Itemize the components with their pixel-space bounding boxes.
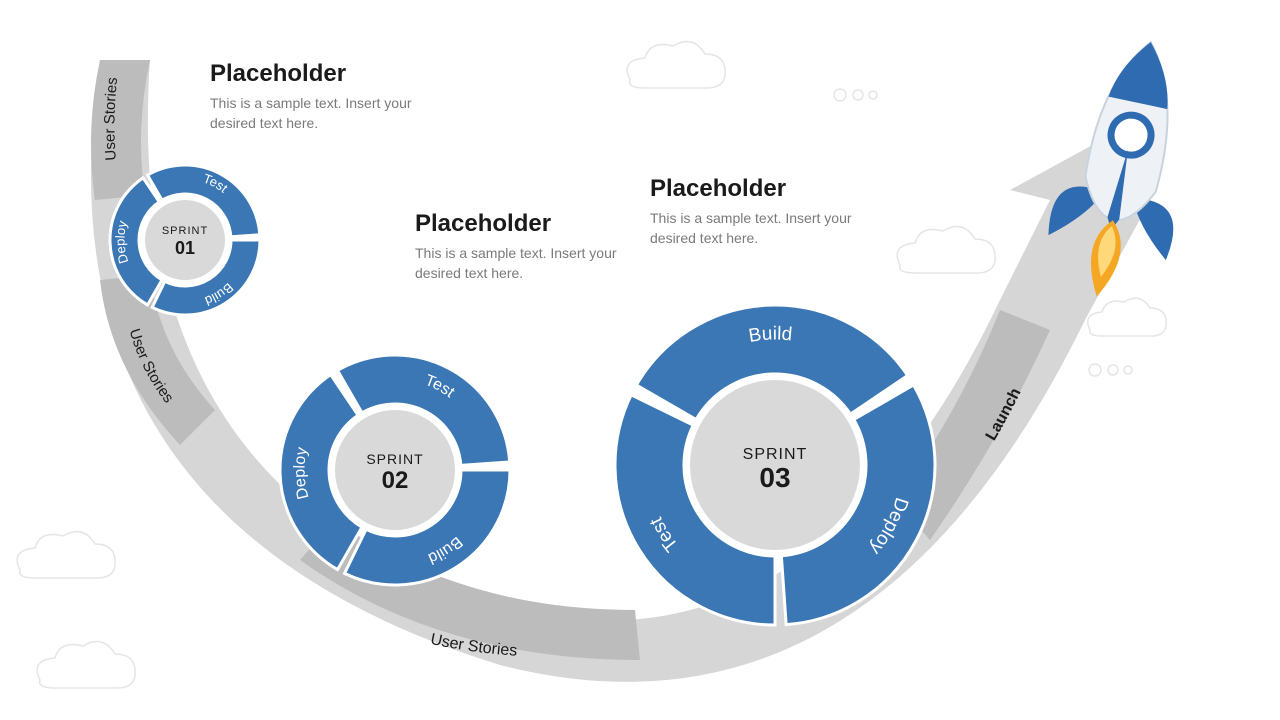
segment-label: Build xyxy=(747,323,793,346)
sprint-ring-3: BuildDeployTestSPRINT03 xyxy=(615,305,935,625)
sprint-label-top: SPRINT xyxy=(743,446,808,463)
sprint-label-num: 01 xyxy=(175,238,195,258)
placeholder-body: This is a sample text. Insert your desir… xyxy=(415,244,625,283)
placeholder-body: This is a sample text. Insert your desir… xyxy=(650,209,860,248)
path-label: User Stories xyxy=(101,76,121,161)
sprint-text-3: Placeholder This is a sample text. Inser… xyxy=(650,175,860,248)
sprint-label-num: 02 xyxy=(382,467,409,494)
placeholder-body: This is a sample text. Insert your desir… xyxy=(210,94,420,133)
flow-path xyxy=(91,60,1170,682)
placeholder-title: Placeholder xyxy=(650,175,860,203)
diagram-svg: User Stories User Stories User Stories L… xyxy=(0,0,1280,720)
sprint-text-2: Placeholder This is a sample text. Inser… xyxy=(415,210,625,283)
sprint-label-top: SPRINT xyxy=(162,225,208,237)
placeholder-title: Placeholder xyxy=(415,210,625,238)
placeholder-title: Placeholder xyxy=(210,60,420,88)
sprint-text-1: Placeholder This is a sample text. Inser… xyxy=(210,60,420,133)
sprint-label-num: 03 xyxy=(759,462,790,493)
sprint-label-top: SPRINT xyxy=(366,451,423,467)
sprint-ring-2: TestBuildDeploySPRINT02 xyxy=(280,355,510,585)
agile-sprint-diagram: User Stories User Stories User Stories L… xyxy=(0,0,1280,720)
sprint-ring-1: TestBuildDeploySPRINT01 xyxy=(110,165,260,315)
